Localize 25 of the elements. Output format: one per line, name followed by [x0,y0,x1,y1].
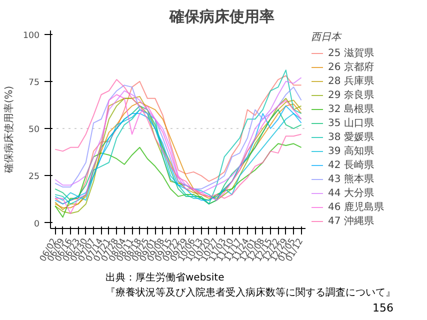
legend-label: 42 長崎県 [328,158,374,172]
text: 156 [372,302,394,314]
legend-label: 47 沖縄県 [328,214,374,228]
y-axis-title: 確保病床使用率(%) [2,86,15,174]
y-tick-label: 50 [28,125,40,136]
legend-label: 29 奈良県 [328,88,374,102]
legend-label: 46 鹿児島県 [328,200,384,214]
text: 『療養状況等及び入院患者受入病床数等に関する調査について』 [106,286,396,298]
legend-label: 39 高知県 [328,144,374,158]
legend-label: 26 京都府 [328,60,374,74]
legend-title: 西日本 [311,30,343,44]
legend-label: 35 山口県 [328,116,374,130]
y-tick-label: 75 [28,78,40,88]
y-tick-label: 0 [34,219,40,230]
legend-label: 43 熊本県 [328,172,374,186]
legend-label: 32 島根県 [328,102,374,116]
legend-label: 44 大分県 [328,186,374,200]
legend-label: 28 兵庫県 [328,74,374,88]
source-note: 出典：厚生労働省website [106,272,224,284]
y-tick-label: 100 [22,30,40,41]
legend-label: 38 愛媛県 [328,130,374,144]
y-tick-label: 25 [28,172,40,182]
legend-label: 25 滋賀県 [328,47,374,60]
line-series [54,143,302,218]
chart-title: 確保病床使用率 [168,8,274,26]
